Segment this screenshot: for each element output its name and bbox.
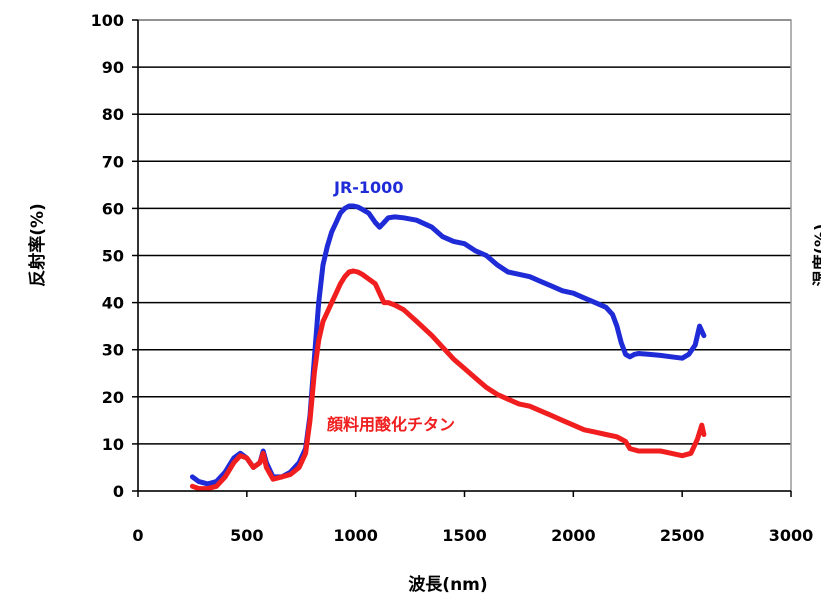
y-axis-title: 反射率(%): [27, 203, 48, 287]
x-tick-label: 500: [230, 526, 263, 545]
series-line-pigment-titania: [189, 268, 707, 492]
series-label-jr1000: JR-1000: [333, 178, 403, 197]
x-tick-label: 0: [132, 526, 143, 545]
y-tick-label: 20: [102, 388, 124, 407]
y-tick-label: 40: [102, 294, 124, 313]
y-tick-label: 60: [102, 199, 124, 218]
y-tick-label: 50: [102, 247, 124, 266]
y-tick-label: 30: [102, 341, 124, 360]
y-tick-label: 90: [102, 58, 124, 77]
y-tick-label: 100: [91, 11, 124, 30]
gridlines: [138, 19, 791, 445]
y-tick-label: 10: [102, 435, 124, 454]
right-axis-title-partial: 湿度(%): [811, 224, 821, 288]
x-tick-label: 1500: [442, 526, 487, 545]
x-tick-label: 3000: [769, 526, 814, 545]
y-tick-label: 80: [102, 105, 124, 124]
x-tick-label: 1000: [333, 526, 378, 545]
x-tick-label: 2000: [551, 526, 596, 545]
y-tick-label: 70: [102, 152, 124, 171]
x-tick-label: 2500: [660, 526, 705, 545]
x-axis-title: 波長(nm): [408, 574, 487, 595]
series-layer: [189, 203, 707, 492]
y-tick-label: 0: [113, 482, 124, 501]
y-tick-labels: 0 10 20 30 40 50 60 70 80 90 100: [91, 11, 138, 501]
series-label-pigment-titania: 顔料用酸化チタン: [326, 415, 455, 434]
x-tick-labels: 0 500 1000 1500 2000 2500 3000: [132, 491, 813, 545]
